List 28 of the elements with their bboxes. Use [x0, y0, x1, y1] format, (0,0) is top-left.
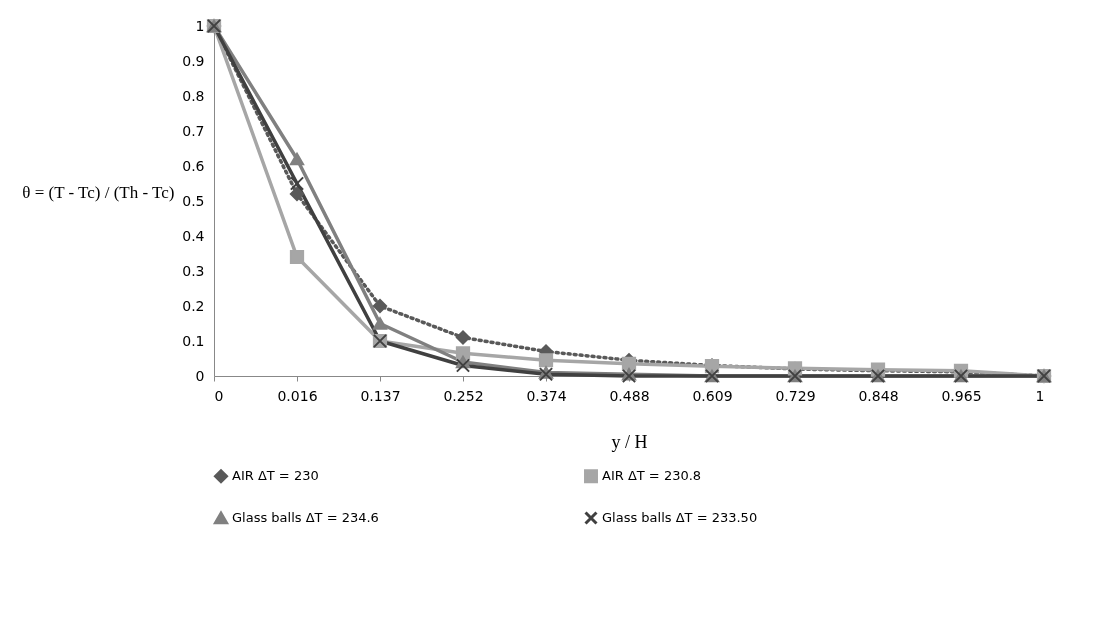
x-tick-label: 0.374 — [526, 387, 567, 404]
legend-label: AIR ΔT = 230 — [232, 468, 319, 484]
x-tick-label: 0.609 — [692, 387, 733, 404]
legend-label: AIR ΔT = 230.8 — [602, 468, 702, 484]
y-tick-label: 0.5 — [182, 192, 205, 209]
y-tick-label: 0.3 — [182, 262, 205, 279]
x-tick-label: 0.016 — [277, 387, 318, 404]
x-tick-label: 0.729 — [775, 387, 816, 404]
x-tick-label: 0.252 — [443, 387, 484, 404]
legend-label: Glass balls ΔT = 233.50 — [602, 510, 758, 525]
y-tick-label: 0.4 — [182, 227, 205, 244]
x-tick-label: 0.965 — [941, 387, 982, 404]
y-tick-label: 0.2 — [182, 297, 205, 314]
y-axis-title: θ = (T - Tc) / (Th - Tc) — [22, 182, 175, 202]
legend-label: Glass balls ΔT = 234.6 — [232, 510, 379, 525]
y-tick-label: 0.1 — [182, 332, 205, 349]
y-tick-label: 0.6 — [182, 157, 205, 174]
y-tick-label: 0 — [195, 367, 205, 384]
x-tick-label: 0.848 — [858, 387, 899, 404]
x-tick-label: 0.488 — [609, 387, 650, 404]
x-tick-label: 0.137 — [360, 387, 401, 404]
y-tick-label: 0.8 — [182, 87, 205, 104]
x-tick-label: 0 — [214, 387, 224, 404]
y-tick-label: 1 — [195, 17, 205, 34]
y-tick-label: 0.9 — [182, 52, 205, 69]
x-axis-title: y / H — [611, 431, 648, 452]
x-tick-label: 1 — [1035, 387, 1045, 404]
y-tick-label: 0.7 — [182, 122, 205, 139]
